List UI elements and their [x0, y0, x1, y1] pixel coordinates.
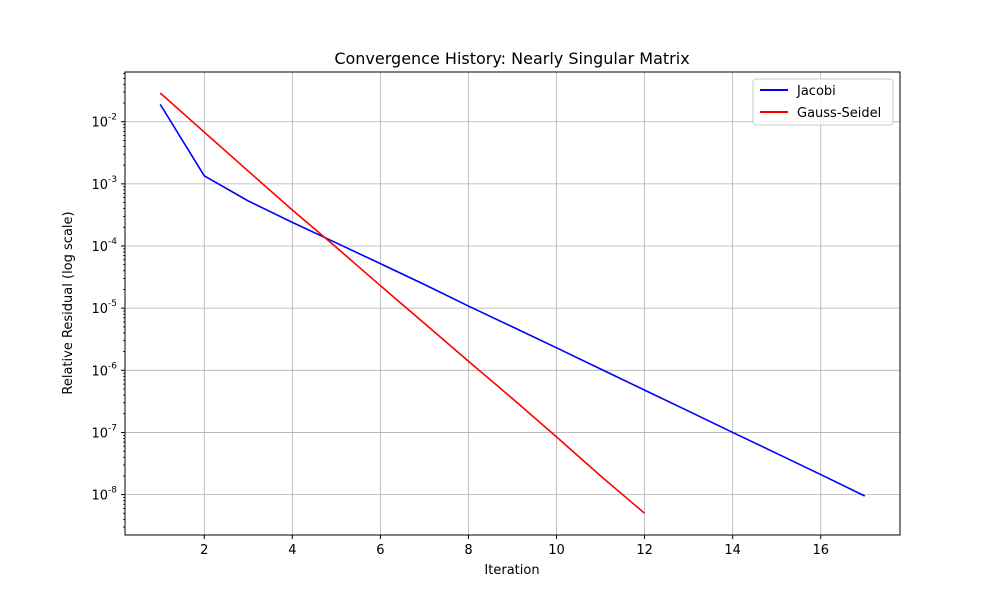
series-line-jacobi [159, 103, 866, 497]
x-tick-label: 4 [288, 543, 296, 558]
x-tick-label: 6 [376, 543, 384, 558]
y-axis-label: Relative Residual (log scale) [61, 211, 76, 394]
legend: Jacobi Gauss-Seidel [752, 78, 894, 126]
x-tick-label: 2 [200, 543, 208, 558]
y-tick-label: 10-8 [91, 486, 117, 504]
series-lines [159, 92, 866, 514]
y-tick-label: 10-5 [91, 299, 117, 317]
x-tick-label: 12 [636, 543, 653, 558]
x-axis-ticks: 2 4 6 8 10 12 14 16 [200, 535, 829, 558]
x-tick-label: 16 [812, 543, 829, 558]
legend-label-gauss-seidel: Gauss-Seidel [797, 106, 881, 121]
chart-title: Convergence History: Nearly Singular Mat… [334, 49, 689, 68]
plot-frame [124, 71, 901, 536]
y-tick-label: 10-2 [91, 113, 117, 131]
x-tick-label: 8 [464, 543, 472, 558]
legend-label-jacobi: Jacobi [796, 84, 836, 99]
y-tick-label: 10-4 [91, 237, 117, 255]
y-tick-label: 10-7 [91, 423, 117, 441]
y-tick-label: 10-3 [91, 175, 117, 193]
y-tick-label: 10-6 [91, 361, 117, 379]
x-axis-label: Iteration [484, 563, 539, 578]
y-axis-ticks: 10-8 10-7 10-6 10-5 10-4 10-3 10-2 [91, 72, 125, 528]
grid-lines [125, 72, 900, 535]
x-tick-label: 10 [548, 543, 565, 558]
series-line-gauss-seidel [159, 92, 646, 514]
x-tick-label: 14 [724, 543, 741, 558]
